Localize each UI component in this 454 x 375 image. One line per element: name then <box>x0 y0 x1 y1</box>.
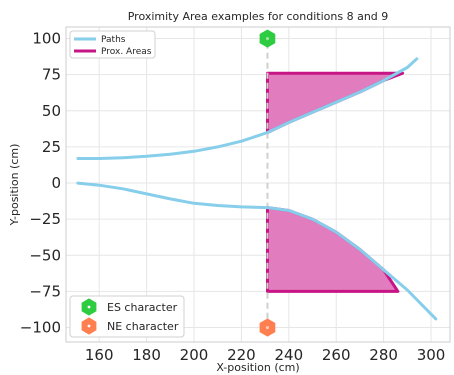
legend-bottom: ES character NE character <box>69 295 185 338</box>
legend-bottom-box <box>69 295 185 338</box>
y-tick-label: 25 <box>42 138 61 156</box>
plot-frame <box>65 26 451 343</box>
y-ticks: 100 75 50 25 0 −25 −50 −75 −100 <box>20 30 61 337</box>
x-tick-label: 240 <box>274 346 303 364</box>
legend-hex-icon-center <box>87 305 91 309</box>
legend-hex-icon-center <box>87 324 91 328</box>
x-tick-label: 220 <box>227 346 256 364</box>
y-tick-label: 0 <box>51 174 61 192</box>
legend-label: Prox. Areas <box>101 47 152 57</box>
y-tick-label: −100 <box>20 319 61 337</box>
legend-label: ES character <box>107 301 178 314</box>
y-tick-label: −75 <box>29 282 61 300</box>
legend-label: NE character <box>107 320 179 333</box>
character-marker-center <box>265 325 270 330</box>
path-line <box>76 57 419 160</box>
character-markers <box>259 29 276 337</box>
path-line <box>76 181 438 321</box>
x-tick-label: 180 <box>132 346 161 364</box>
y-tick-label: −25 <box>29 210 61 228</box>
y-tick-label: 75 <box>42 66 61 84</box>
x-tick-label: 260 <box>322 346 351 364</box>
y-tick-label: −50 <box>29 246 61 264</box>
character-marker-center <box>265 36 270 41</box>
x-ticks: 160 180 200 220 240 260 280 300 <box>85 346 445 364</box>
x-tick-label: 160 <box>85 346 114 364</box>
x-tick-label: 200 <box>180 346 209 364</box>
chart-title: Proximity Area examples for conditions 8… <box>128 10 389 23</box>
y-tick-label: 100 <box>32 30 61 48</box>
x-axis-label: X-position (cm) <box>216 361 299 374</box>
x-tick-label: 300 <box>417 346 446 364</box>
legend-top: Paths Prox. Areas <box>69 30 156 59</box>
y-axis-label: Y-position (cm) <box>8 144 21 227</box>
legend-label: Paths <box>101 35 126 45</box>
paths <box>76 57 438 321</box>
x-tick-label: 280 <box>369 346 398 364</box>
y-tick-label: 50 <box>42 102 61 120</box>
